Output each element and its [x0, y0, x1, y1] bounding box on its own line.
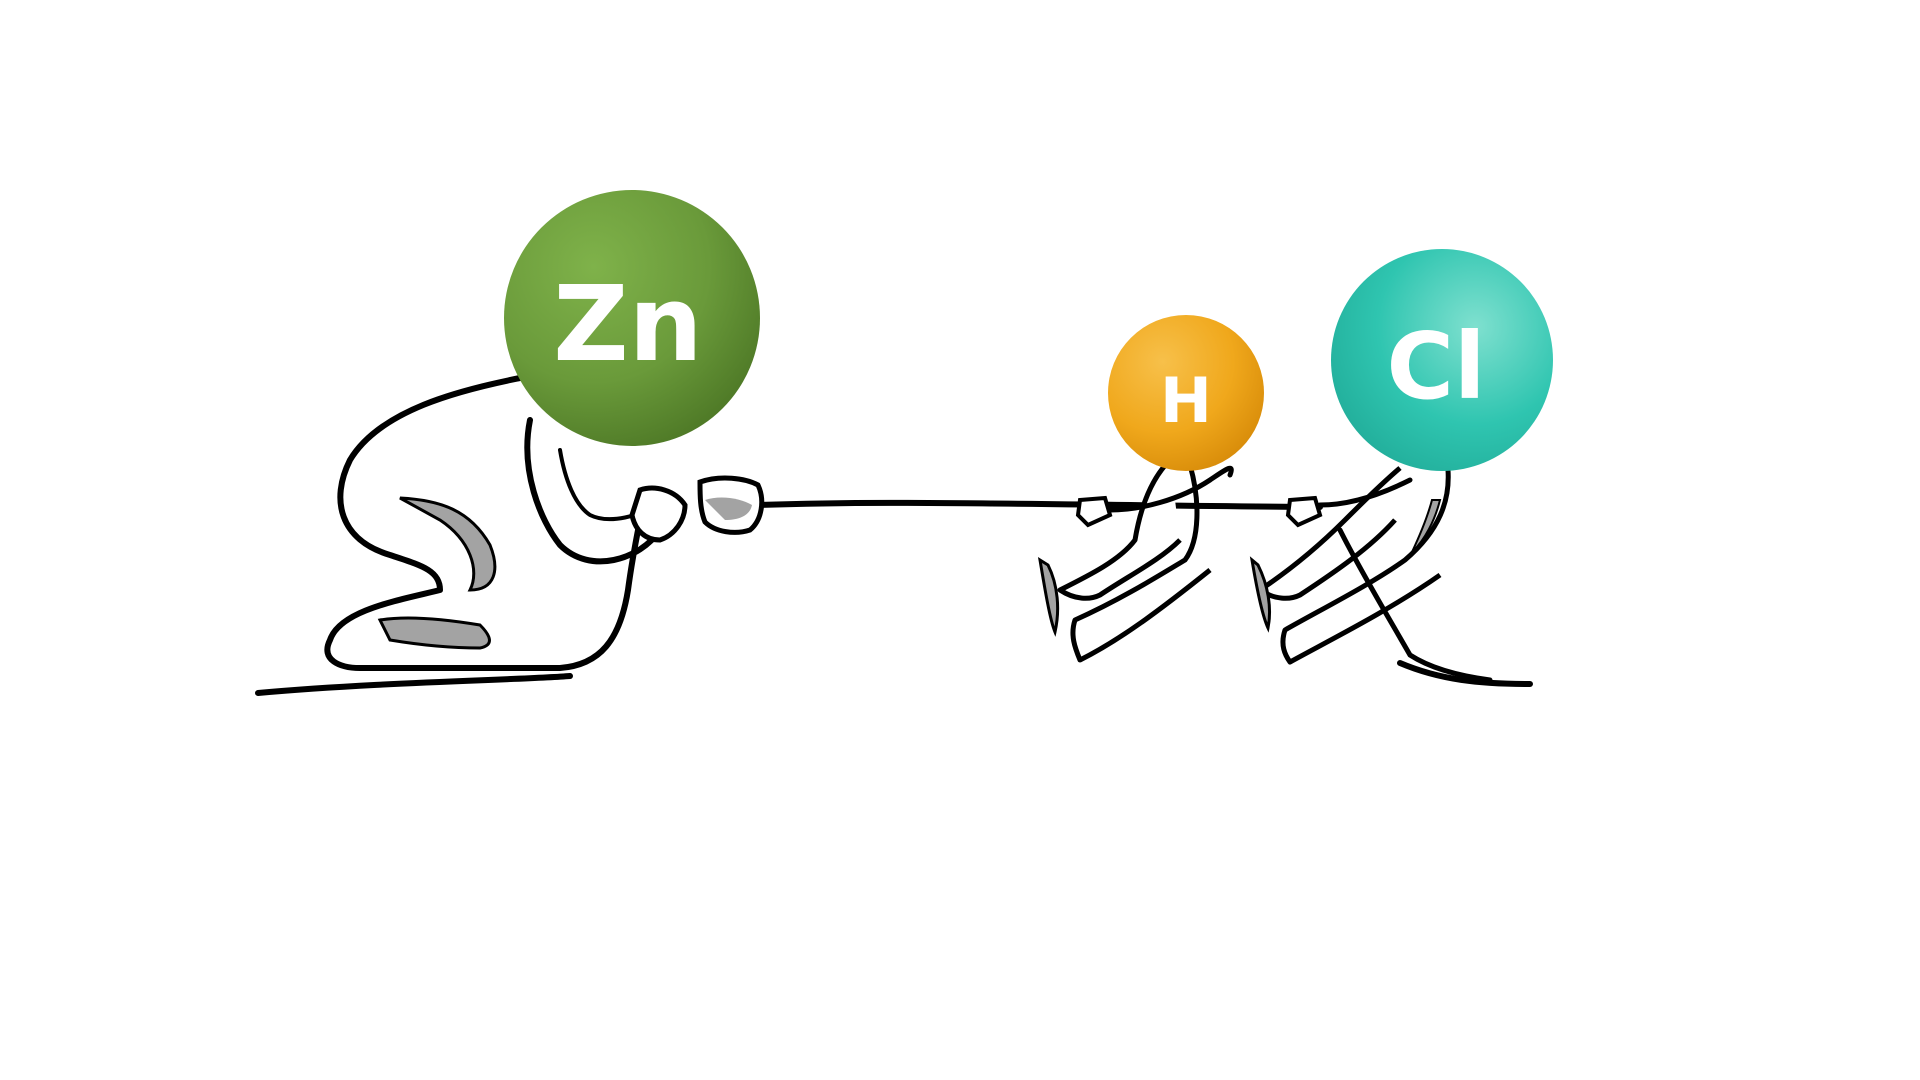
hydrogen-figure: H: [1037, 315, 1264, 663]
hydrogen-hand: [1075, 495, 1113, 528]
chlorine-symbol: Cl: [1386, 313, 1485, 420]
hydrogen-body: [1057, 458, 1182, 601]
zinc-arm: [524, 417, 663, 565]
chlorine-foot-shadow: [1249, 556, 1272, 633]
hydrogen-leg: [1070, 464, 1212, 663]
zinc-atom: [504, 190, 760, 446]
chlorine-figure: Cl: [1249, 249, 1553, 683]
ground-line-right: [1397, 660, 1533, 687]
zinc-leg-shadow: [399, 496, 497, 592]
zinc-hand-front-shadow: [705, 497, 752, 520]
hydrogen-atom: [1108, 315, 1264, 471]
chlorine-atom: [1331, 249, 1553, 471]
chlorine-hand: [1285, 495, 1323, 528]
zinc-foot-shadow: [377, 616, 491, 650]
chlorine-shadow: [1411, 499, 1442, 553]
hydrogen-foot-shadow: [1037, 556, 1060, 637]
zinc-hand-back: [629, 485, 688, 543]
chlorine-leg: [1280, 469, 1451, 665]
zinc-figure: Zn: [324, 190, 765, 671]
rope: [757, 499, 1323, 510]
hydrogen-symbol: H: [1160, 364, 1212, 437]
chlorine-back-leg: [1337, 527, 1493, 683]
ground-line-left: [255, 673, 573, 696]
zinc-symbol: Zn: [553, 263, 702, 385]
chlorine-arm: [1317, 477, 1413, 508]
hydrogen-arm: [1107, 465, 1234, 513]
